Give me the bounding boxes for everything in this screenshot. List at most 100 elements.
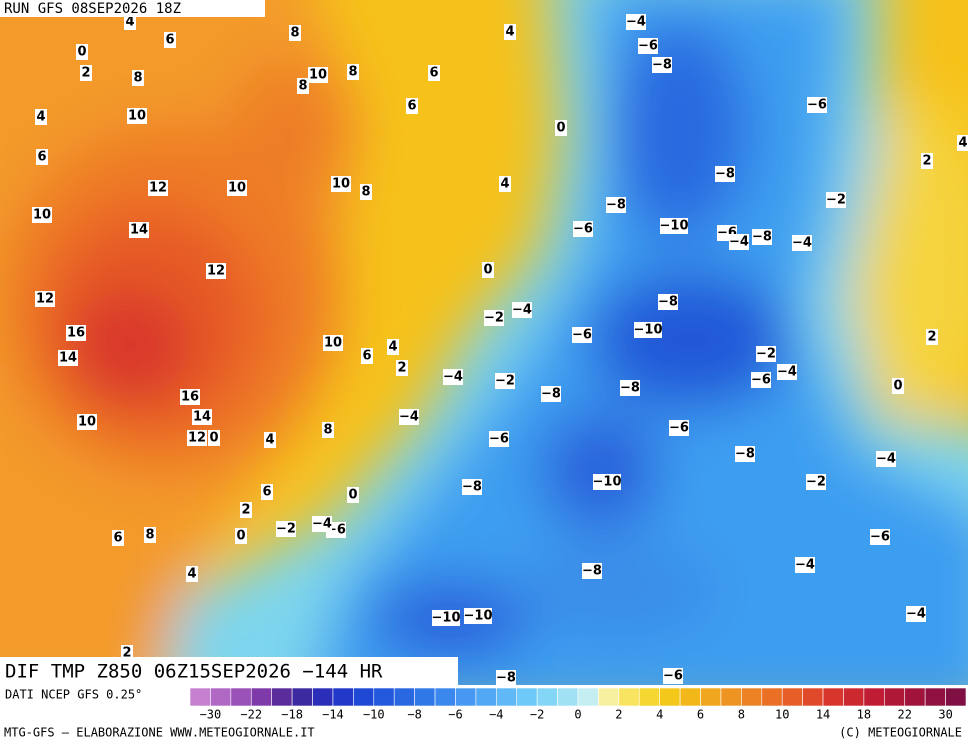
contour-label: −4 bbox=[443, 370, 463, 385]
contour-label-box bbox=[347, 64, 359, 80]
contour-label: −4 bbox=[399, 410, 419, 425]
contour-label-box bbox=[795, 557, 815, 573]
title-box bbox=[0, 657, 458, 685]
colorbar: −30 −22 −18 −14 −10 −8 −6 −4 −2 0 2 4 6 8 10 14 18 22 30 bbox=[189, 687, 967, 722]
colorbar-label: −14 bbox=[322, 708, 344, 722]
contour-label-box bbox=[187, 430, 207, 446]
contour-label: 4 bbox=[958, 136, 967, 151]
contour-label-box bbox=[112, 530, 124, 546]
contour-label-box bbox=[906, 606, 926, 622]
colorbar-label: −8 bbox=[407, 708, 421, 722]
run-label: RUN GFS 08SEP2026 18Z bbox=[4, 1, 181, 17]
contour-label: −6 bbox=[870, 530, 890, 545]
colorbar-swatch bbox=[863, 687, 885, 707]
contour-label: 6 bbox=[429, 66, 438, 81]
colorbar-swatch bbox=[291, 687, 313, 707]
contour-label-box bbox=[235, 528, 247, 544]
contour-label-box bbox=[752, 229, 772, 245]
colorbar-label: 0 bbox=[574, 708, 581, 722]
contour-label-box bbox=[227, 180, 247, 196]
contour-label: 6 bbox=[362, 349, 371, 364]
contour-label-box bbox=[432, 610, 460, 626]
contour-label-box bbox=[652, 57, 672, 73]
contour-label-box bbox=[297, 78, 309, 94]
contour-label: 6 bbox=[37, 150, 46, 165]
contour-label: 10 bbox=[309, 68, 327, 83]
contour-label-box bbox=[347, 487, 359, 503]
contour-label: −8 bbox=[652, 58, 672, 73]
contour-label: 8 bbox=[145, 528, 154, 543]
contour-label-box bbox=[593, 474, 621, 490]
colorbar-label: 10 bbox=[775, 708, 789, 722]
contour-label-box bbox=[124, 14, 136, 30]
contour-label-box bbox=[634, 322, 662, 338]
contour-label-box bbox=[360, 184, 372, 200]
contour-label-box bbox=[276, 521, 296, 537]
contour-label-box bbox=[751, 372, 771, 388]
contour-label: −10 bbox=[593, 475, 622, 490]
contour-label: −8 bbox=[735, 447, 755, 462]
colorbar-swatch bbox=[598, 687, 620, 707]
contour-label-box bbox=[626, 14, 646, 30]
colorbar-label: −2 bbox=[530, 708, 544, 722]
contour-label-box bbox=[806, 474, 826, 490]
contour-label-box bbox=[826, 192, 846, 208]
colorbar-swatch bbox=[904, 687, 926, 707]
contour-label-box bbox=[32, 207, 52, 223]
contour-label-box bbox=[192, 409, 212, 425]
contour-label-box bbox=[715, 166, 735, 182]
colorbar-swatch bbox=[700, 687, 722, 707]
contour-label: 4 bbox=[265, 433, 274, 448]
colorbar-swatch bbox=[822, 687, 844, 707]
contour-label-box bbox=[606, 197, 626, 213]
contour-label: 2 bbox=[81, 66, 90, 81]
contour-label: −8 bbox=[606, 198, 626, 213]
contour-label-box bbox=[428, 65, 440, 81]
contour-label-box bbox=[396, 360, 408, 376]
contour-label: −8 bbox=[658, 295, 678, 310]
contour-label-box bbox=[582, 563, 602, 579]
contour-label-box bbox=[512, 302, 532, 318]
contour-label-box bbox=[66, 325, 86, 341]
contour-label: 6 bbox=[407, 99, 416, 114]
colorbar-swatch bbox=[679, 687, 701, 707]
contour-label-box bbox=[756, 346, 776, 362]
colorbar-label: 30 bbox=[938, 708, 952, 722]
colorbar-swatch bbox=[250, 687, 272, 707]
colorbar-swatch bbox=[353, 687, 375, 707]
colorbar-swatch bbox=[618, 687, 640, 707]
contour-label: −2 bbox=[826, 193, 846, 208]
contour-label-box bbox=[495, 373, 515, 389]
contour-label-box bbox=[132, 70, 144, 86]
colorbar-label: 6 bbox=[697, 708, 704, 722]
contour-label: −4 bbox=[777, 365, 797, 380]
colorbar-swatch bbox=[884, 687, 906, 707]
contour-label: 10 bbox=[78, 415, 96, 430]
colorbar-swatch bbox=[924, 687, 946, 707]
credit-right: (C) METEOGIORNALE bbox=[839, 726, 962, 740]
contour-label: −4 bbox=[795, 558, 815, 573]
contour-label-box bbox=[35, 291, 55, 307]
contour-label: −6 bbox=[663, 669, 683, 684]
contour-label-box bbox=[660, 218, 688, 234]
contour-label-box bbox=[496, 670, 516, 686]
contour-label: 2 bbox=[122, 646, 131, 661]
colorbar-label: 8 bbox=[738, 708, 745, 722]
colorbar-label: −6 bbox=[448, 708, 462, 722]
colorbar-label: −18 bbox=[281, 708, 303, 722]
contour-label-box bbox=[208, 430, 220, 446]
contour-label: 12 bbox=[207, 264, 225, 279]
contour-label: 2 bbox=[397, 361, 406, 376]
contour-label-box bbox=[387, 339, 399, 355]
source-label: DATI NCEP GFS 0.25° bbox=[5, 688, 142, 702]
contour-label: −10 bbox=[660, 219, 689, 234]
contour-label-box bbox=[482, 262, 494, 278]
colorbar-swatch bbox=[271, 687, 293, 707]
colorbar-label: 18 bbox=[857, 708, 871, 722]
contour-label-box bbox=[462, 479, 482, 495]
contour-label: −4 bbox=[876, 452, 896, 467]
contour-label: 0 bbox=[483, 263, 492, 278]
contour-label: 0 bbox=[236, 529, 245, 544]
contour-label-box bbox=[792, 235, 812, 251]
contour-label: 4 bbox=[388, 340, 397, 355]
